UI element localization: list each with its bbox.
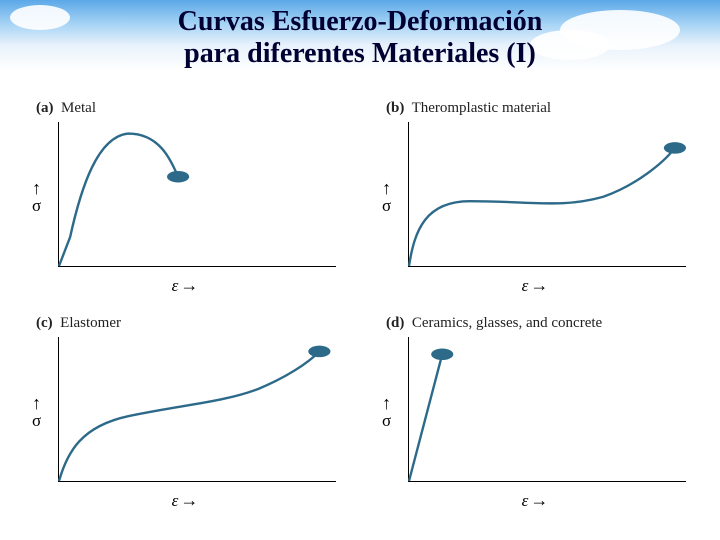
- arrow-up-icon: ↑: [32, 179, 41, 197]
- fracture-point-b: [664, 142, 686, 154]
- panel-tag-b: (b): [386, 100, 404, 116]
- chart-grid: (a) Metal ↑ σ ε→ (b) Theromplastic mater…: [0, 90, 720, 530]
- arrow-up-icon: ↑: [382, 394, 391, 412]
- curve-c: [59, 337, 336, 481]
- title-line-2: para diferentes Materiales (I): [0, 38, 720, 70]
- arrow-right-icon: →: [530, 275, 548, 295]
- epsilon-symbol: ε: [522, 276, 529, 295]
- arrow-up-icon: ↑: [382, 179, 391, 197]
- stress-strain-curve-b: [409, 148, 675, 266]
- stress-strain-curve-a: [59, 134, 178, 266]
- panel-name-d: Ceramics, glasses, and concrete: [412, 315, 602, 331]
- epsilon-symbol: ε: [172, 491, 179, 510]
- y-axis-label: ↑ σ: [382, 181, 391, 215]
- chart-axes-d: [408, 337, 686, 482]
- stress-strain-curve-d: [409, 354, 442, 481]
- y-axis-label: ↑ σ: [32, 396, 41, 430]
- x-axis-label: ε→: [522, 491, 549, 510]
- fracture-point-d: [431, 349, 453, 361]
- x-axis-label: ε→: [522, 276, 549, 295]
- panel-d-ceramics: (d) Ceramics, glasses, and concrete ↑ σ …: [380, 315, 690, 510]
- panel-tag-d: (d): [386, 315, 404, 331]
- sigma-symbol: σ: [382, 411, 391, 430]
- panel-label-b: (b) Theromplastic material: [386, 100, 551, 117]
- y-axis-label: ↑ σ: [32, 181, 41, 215]
- chart-axes-c: [58, 337, 336, 482]
- panel-name-a: Metal: [61, 100, 96, 116]
- x-axis-label: ε→: [172, 276, 199, 295]
- panel-a-metal: (a) Metal ↑ σ ε→: [30, 100, 340, 295]
- page-title: Curvas Esfuerzo-Deformación para diferen…: [0, 6, 720, 70]
- fracture-point-c: [308, 346, 330, 358]
- epsilon-symbol: ε: [522, 491, 529, 510]
- arrow-up-icon: ↑: [32, 394, 41, 412]
- arrow-right-icon: →: [530, 490, 548, 510]
- panel-c-elastomer: (c) Elastomer ↑ σ ε→: [30, 315, 340, 510]
- sigma-symbol: σ: [382, 196, 391, 215]
- title-line-1: Curvas Esfuerzo-Deformación: [0, 6, 720, 38]
- epsilon-symbol: ε: [172, 276, 179, 295]
- panel-label-d: (d) Ceramics, glasses, and concrete: [386, 315, 602, 332]
- panel-tag-c: (c): [36, 315, 53, 331]
- panel-name-c: Elastomer: [60, 315, 121, 331]
- panel-b-thermoplastic: (b) Theromplastic material ↑ σ ε→: [380, 100, 690, 295]
- chart-axes-a: [58, 122, 336, 267]
- arrow-right-icon: →: [180, 490, 198, 510]
- sigma-symbol: σ: [32, 196, 41, 215]
- panel-label-c: (c) Elastomer: [36, 315, 121, 332]
- x-axis-label: ε→: [172, 491, 199, 510]
- arrow-right-icon: →: [180, 275, 198, 295]
- panel-tag-a: (a): [36, 100, 54, 116]
- slide-header: Curvas Esfuerzo-Deformación para diferen…: [0, 0, 720, 90]
- curve-d: [409, 337, 686, 481]
- panel-label-a: (a) Metal: [36, 100, 96, 117]
- stress-strain-curve-c: [59, 351, 319, 481]
- chart-axes-b: [408, 122, 686, 267]
- sigma-symbol: σ: [32, 411, 41, 430]
- curve-b: [409, 122, 686, 266]
- fracture-point-a: [167, 171, 189, 183]
- y-axis-label: ↑ σ: [382, 396, 391, 430]
- curve-a: [59, 122, 336, 266]
- panel-name-b: Theromplastic material: [412, 100, 552, 116]
